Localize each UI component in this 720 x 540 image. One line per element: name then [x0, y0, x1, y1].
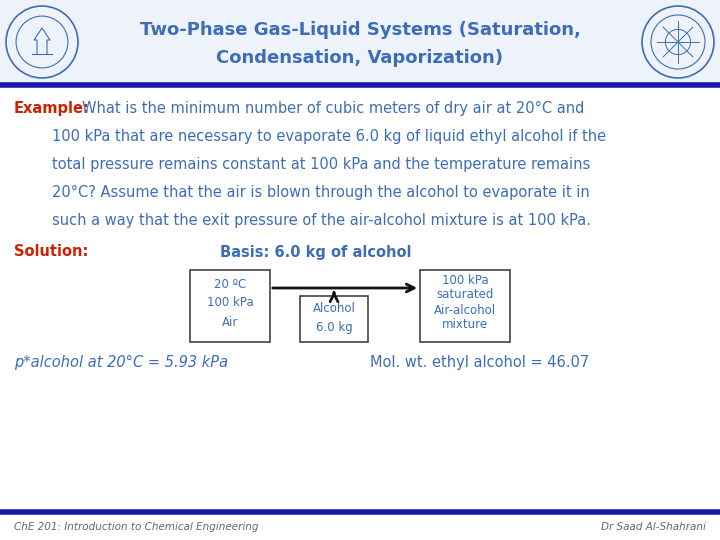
FancyBboxPatch shape	[190, 270, 270, 342]
Text: 100 kPa: 100 kPa	[207, 296, 253, 309]
Text: total pressure remains constant at 100 kPa and the temperature remains: total pressure remains constant at 100 k…	[52, 157, 590, 172]
Text: Mol. wt. ethyl alcohol = 46.07: Mol. wt. ethyl alcohol = 46.07	[370, 354, 589, 369]
FancyBboxPatch shape	[300, 296, 368, 342]
Text: 100 kPa that are necessary to evaporate 6.0 kg of liquid ethyl alcohol if the: 100 kPa that are necessary to evaporate …	[52, 129, 606, 144]
Text: Two-Phase Gas-Liquid Systems (Saturation,: Two-Phase Gas-Liquid Systems (Saturation…	[140, 21, 580, 39]
Text: Air: Air	[222, 315, 238, 328]
Text: What is the minimum number of cubic meters of dry air at 20°C and: What is the minimum number of cubic mete…	[82, 100, 585, 116]
Text: such a way that the exit pressure of the air-alcohol mixture is at 100 kPa.: such a way that the exit pressure of the…	[52, 213, 591, 227]
Text: Dr Saad Al-Shahrani: Dr Saad Al-Shahrani	[601, 522, 706, 532]
Text: Example:: Example:	[14, 100, 90, 116]
Text: Solution:: Solution:	[14, 245, 89, 260]
Text: mixture: mixture	[442, 319, 488, 332]
Text: 100 kPa: 100 kPa	[441, 273, 488, 287]
FancyBboxPatch shape	[420, 270, 510, 342]
Text: Air-alcohol: Air-alcohol	[434, 303, 496, 316]
Text: 20°C? Assume that the air is blown through the alcohol to evaporate it in: 20°C? Assume that the air is blown throu…	[52, 185, 590, 199]
Text: Condensation, Vaporization): Condensation, Vaporization)	[217, 49, 503, 67]
Text: p*alcohol at 20°C = 5.93 kPa: p*alcohol at 20°C = 5.93 kPa	[14, 354, 228, 369]
Text: saturated: saturated	[436, 288, 494, 301]
Text: 20 ºC: 20 ºC	[214, 278, 246, 291]
Text: ChE 201: Introduction to Chemical Engineering: ChE 201: Introduction to Chemical Engine…	[14, 522, 258, 532]
Text: Basis: 6.0 kg of alcohol: Basis: 6.0 kg of alcohol	[220, 245, 412, 260]
Text: 6.0 kg: 6.0 kg	[315, 321, 352, 334]
FancyBboxPatch shape	[0, 0, 720, 85]
Text: Alcohol: Alcohol	[312, 301, 356, 314]
